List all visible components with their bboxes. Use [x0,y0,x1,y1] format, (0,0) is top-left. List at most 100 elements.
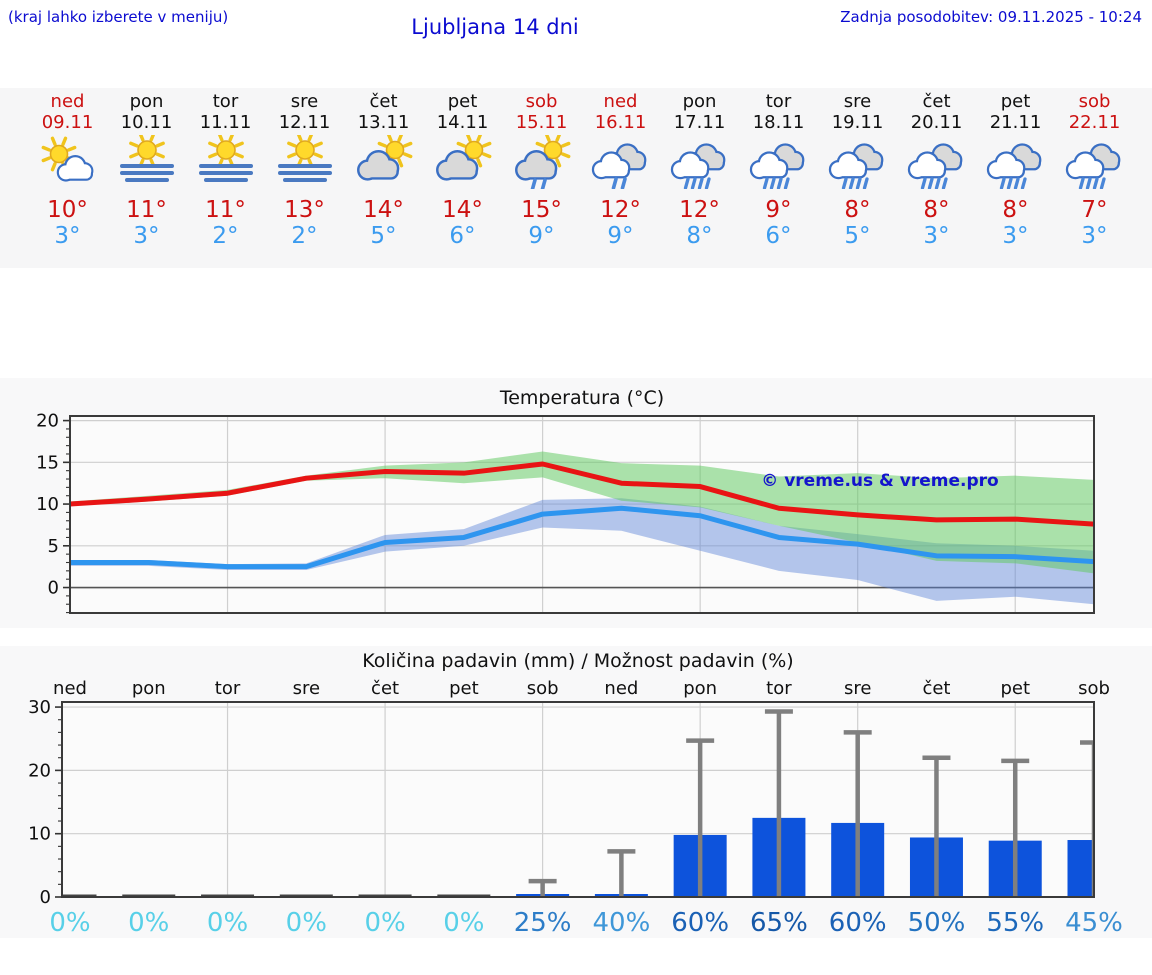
svg-text:Temperatura (°C): Temperatura (°C) [499,387,664,409]
precip-probability: 0% [286,908,327,938]
clouds-rain-icon [983,135,1049,189]
precip-probability: 0% [443,908,484,938]
temp-min: 3° [923,223,950,249]
temp-max: 8° [844,197,871,223]
temp-min: 3° [133,223,160,249]
forecast-day: tor 11.11 11° 2° [186,88,265,268]
temp-min: 5° [370,223,397,249]
forecast-day: sob 22.11 7° 3° [1055,88,1134,268]
forecast-day: tor 18.11 9° 6° [739,88,818,268]
forecast-day: sob 15.11 15° 9° [502,88,581,268]
forecast-day: pet 14.11 14° 6° [423,88,502,268]
svg-text:pet: pet [1000,678,1030,699]
temp-max: 11° [205,197,246,223]
svg-text:ned: ned [604,678,638,699]
svg-text:čet: čet [922,678,950,699]
temp-max: 8° [923,197,950,223]
precipitation-figure: Količina padavin (mm) / Možnost padavin … [0,646,1152,938]
day-name: pet [447,91,478,112]
forecast-day: ned 09.11 10° 3° [28,88,107,268]
temp-max: 15° [521,197,562,223]
temp-max: 12° [679,197,720,223]
temp-min: 9° [528,223,555,249]
precip-probability: 0% [49,908,90,938]
day-date: 11.11 [199,112,252,133]
sun-cloud-icon [35,135,101,189]
day-date: 16.11 [594,112,647,133]
temp-min: 3° [54,223,81,249]
svg-text:5: 5 [48,536,59,557]
temp-max: 10° [47,197,88,223]
precip-probability: 0% [364,908,405,938]
svg-text:tor: tor [766,678,792,699]
day-date: 17.11 [673,112,726,133]
temp-min: 2° [291,223,318,249]
day-date: 18.11 [752,112,805,133]
svg-text:sob: sob [527,678,559,699]
day-name: pon [682,91,717,112]
day-name: čet [922,91,951,112]
temp-min: 5° [844,223,871,249]
svg-text:tor: tor [215,678,241,699]
temp-min: 3° [1002,223,1029,249]
precip-probability: 65% [750,908,808,938]
forecast-day: pet 21.11 8° 3° [976,88,1055,268]
temp-max: 14° [442,197,483,223]
day-date: 19.11 [831,112,884,133]
temp-max: 13° [284,197,325,223]
temp-max: 11° [126,197,167,223]
svg-text:čet: čet [371,678,399,699]
forecast-day: čet 20.11 8° 3° [897,88,976,268]
forecast-strip: ned 09.11 10° 3° pon 10.11 11° 3° tor 11.11 11° 2° s… [0,88,1152,268]
svg-text:20: 20 [36,411,59,432]
temp-min: 2° [212,223,239,249]
svg-text:pon: pon [683,678,717,699]
day-date: 22.11 [1068,112,1121,133]
temp-max: 14° [363,197,404,223]
day-date: 10.11 [120,112,173,133]
svg-text:sre: sre [844,678,871,699]
temp-min: 9° [607,223,634,249]
day-date: 13.11 [357,112,410,133]
clouds-rain-icon [825,135,891,189]
precipitation-chart: Količina padavin (mm) / Možnost padavin … [28,650,1123,938]
svg-text:Količina padavin (mm) / Možnos: Količina padavin (mm) / Možnost padavin … [362,650,793,672]
cloud-sun-icon [430,135,496,189]
day-name: ned [50,91,85,112]
svg-text:10: 10 [28,824,51,845]
forecast-day: sre 12.11 13° 2° [265,88,344,268]
forecast-day: pon 10.11 11° 3° [107,88,186,268]
temp-min: 8° [686,223,713,249]
day-name: tor [765,91,792,112]
sun-fog-icon [114,135,180,189]
forecast-day: čet 13.11 14° 5° [344,88,423,268]
sun-fog-icon [272,135,338,189]
svg-text:10: 10 [36,494,59,515]
temp-max: 12° [600,197,641,223]
forecast-day: ned 16.11 12° 9° [581,88,660,268]
precip-probability: 50% [908,908,966,938]
precip-probability: 60% [829,908,887,938]
svg-text:30: 30 [28,697,51,718]
day-name: pet [1000,91,1031,112]
clouds-rain-icon [746,135,812,189]
temperature-figure: Temperatura (°C) 0 5 10 15 20 © vreme.us & vre… [0,378,1152,628]
temp-max: 7° [1081,197,1108,223]
forecast-day: pon 17.11 12° 8° [660,88,739,268]
day-name: tor [212,91,239,112]
precip-probability: 25% [514,908,572,938]
precip-probability: 55% [986,908,1044,938]
precip-probability: 0% [207,908,248,938]
clouds-rain-icon [904,135,970,189]
temp-min: 6° [449,223,476,249]
day-date: 15.11 [515,112,568,133]
svg-text:sob: sob [1078,678,1110,699]
page-title: Ljubljana 14 dni [411,15,579,39]
day-date: 14.11 [436,112,489,133]
day-date: 20.11 [910,112,963,133]
temp-max: 8° [1002,197,1029,223]
svg-text:0: 0 [48,578,59,599]
temp-max: 9° [765,197,792,223]
forecast-day: sre 19.11 8° 5° [818,88,897,268]
day-name: sob [525,91,558,112]
